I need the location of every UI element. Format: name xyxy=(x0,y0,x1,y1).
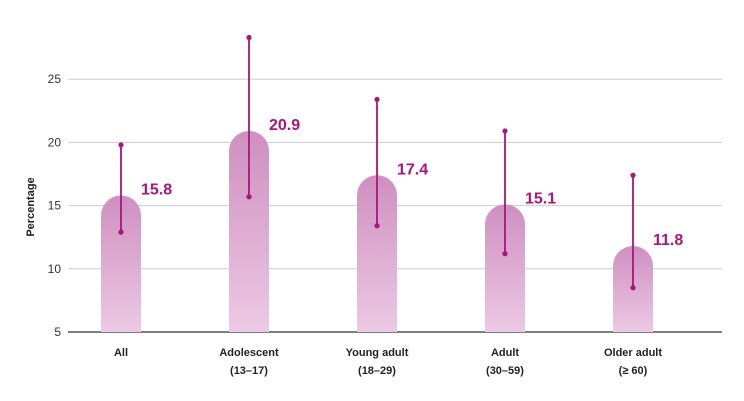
error-bar-cap-lower xyxy=(246,194,252,200)
error-bar-cap-upper xyxy=(502,128,508,134)
y-tick-label: 15 xyxy=(48,199,62,213)
y-tick-label: 5 xyxy=(54,325,61,339)
x-category-label: Adolescent xyxy=(219,347,279,359)
bar xyxy=(229,131,269,332)
error-bar-cap-lower xyxy=(118,229,124,235)
x-category-sublabel: (13–17) xyxy=(230,365,268,377)
bar xyxy=(101,195,141,332)
x-category-label: All xyxy=(114,347,128,359)
data-label: 20.9 xyxy=(269,117,300,134)
bar xyxy=(357,175,397,332)
data-label: 17.4 xyxy=(397,161,428,178)
x-category-sublabel: (≥ 60) xyxy=(619,365,648,377)
error-bar-cap-lower xyxy=(502,251,508,257)
data-label: 11.8 xyxy=(653,232,683,249)
data-label: 15.8 xyxy=(141,181,172,198)
error-bar-cap-upper xyxy=(246,34,252,41)
y-tick-label: 20 xyxy=(48,135,62,149)
error-bar-cap-upper xyxy=(374,96,380,103)
y-tick-label: 10 xyxy=(48,262,62,276)
y-axis-ticks: 5 10 15 20 25 xyxy=(48,72,62,339)
x-category-sublabel: (30–59) xyxy=(486,365,524,377)
x-category-label: Adult xyxy=(491,347,519,359)
y-tick-label: 25 xyxy=(48,72,62,86)
x-category-sublabel: (18–29) xyxy=(358,365,396,377)
x-category-label: Older adult xyxy=(604,347,662,359)
y-axis-title: Percentage xyxy=(25,177,37,236)
x-category-label: Young adult xyxy=(346,347,409,359)
error-bar-cap-lower xyxy=(630,285,636,291)
error-bar-cap-lower xyxy=(374,223,380,229)
error-bar-cap-upper xyxy=(630,172,636,178)
x-axis-categories: All Adolescent (13–17) Young adult (18–29) Ad… xyxy=(114,347,662,377)
bars: 15.8 20.9 17.4 15.1 11.8 xyxy=(101,34,683,332)
error-bar-cap-upper xyxy=(118,142,124,148)
bar xyxy=(485,204,525,332)
data-label: 15.1 xyxy=(525,190,556,207)
